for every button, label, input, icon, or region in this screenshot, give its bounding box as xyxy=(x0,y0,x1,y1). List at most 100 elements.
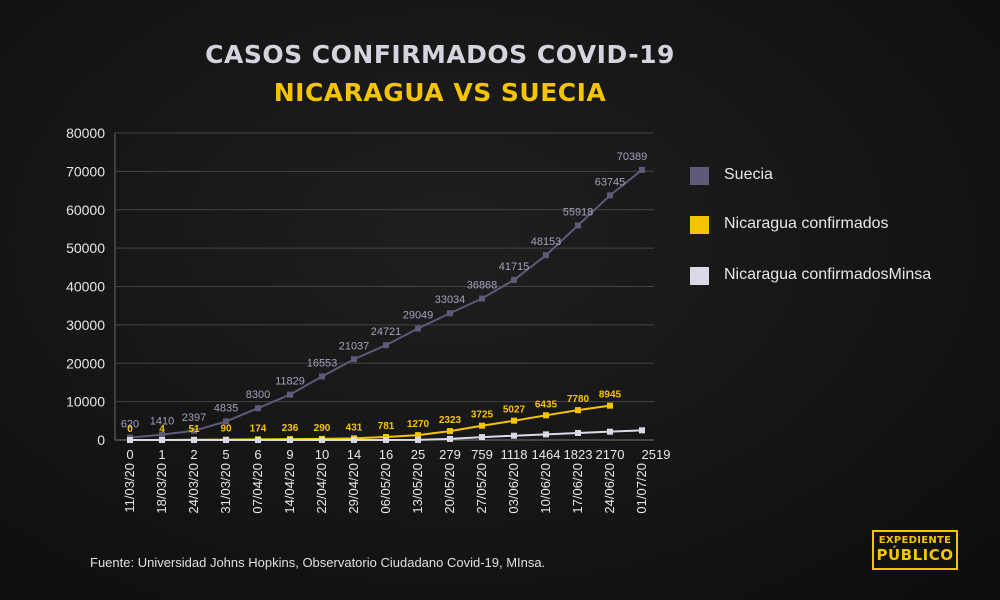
data-point xyxy=(127,437,133,443)
data-point xyxy=(639,166,645,173)
data-label: 21037 xyxy=(339,340,370,352)
data-label: 279 xyxy=(439,447,461,462)
data-point xyxy=(575,430,581,437)
legend-swatch-nicaragua-minsa xyxy=(690,267,709,285)
legend-swatch-nicaragua-confirmados xyxy=(690,216,709,234)
y-tick-label: 70000 xyxy=(66,163,105,179)
data-point xyxy=(543,412,549,419)
data-point xyxy=(511,276,517,283)
data-label: 16 xyxy=(379,447,393,462)
data-label: 1270 xyxy=(407,419,430,430)
legend-label-suecia: Suecia xyxy=(724,166,773,183)
legend-item-nicaragua-confirmados: Nicaragua confirmados xyxy=(690,213,990,237)
data-point xyxy=(351,436,357,443)
data-point xyxy=(351,356,357,363)
data-label: 7780 xyxy=(567,394,590,405)
x-tick-label: 10/06/20 xyxy=(538,463,553,514)
data-label: 620 xyxy=(121,419,139,431)
x-tick-label: 24/06/20 xyxy=(602,463,617,514)
data-label: 10 xyxy=(315,447,329,462)
data-label: 1118 xyxy=(501,447,528,462)
x-tick-label: 17/06/20 xyxy=(570,463,585,514)
data-label: 4835 xyxy=(214,402,238,414)
data-label: 14 xyxy=(347,447,361,462)
data-point xyxy=(639,427,645,434)
data-label: 8945 xyxy=(599,390,622,401)
x-tick-label: 22/04/20 xyxy=(314,463,329,514)
data-point xyxy=(415,436,421,443)
data-point xyxy=(511,432,517,439)
data-point xyxy=(287,391,293,398)
y-tick-label: 20000 xyxy=(66,355,105,371)
data-point xyxy=(319,373,325,380)
data-point xyxy=(543,252,549,259)
data-point xyxy=(383,342,389,349)
data-label: 90 xyxy=(220,424,232,435)
y-tick-label: 40000 xyxy=(66,279,105,295)
data-point xyxy=(511,417,517,424)
data-label: 2519 xyxy=(642,447,671,462)
legend-item-suecia: Suecia xyxy=(690,164,990,188)
y-tick-label: 30000 xyxy=(66,317,105,333)
logo-line2: PÚBLICO xyxy=(876,546,954,564)
y-tick-label: 60000 xyxy=(66,202,105,218)
x-tick-label: 14/04/20 xyxy=(282,463,297,514)
data-label: 36868 xyxy=(467,280,498,292)
series-lines xyxy=(127,166,645,443)
data-label: 48153 xyxy=(531,236,562,248)
data-point xyxy=(607,402,613,409)
data-label: 1464 xyxy=(532,447,561,462)
data-point xyxy=(447,428,453,435)
data-point xyxy=(191,427,197,434)
x-tick-label: 20/05/20 xyxy=(442,463,457,514)
data-point xyxy=(287,436,293,443)
y-tick-label: 50000 xyxy=(66,240,105,256)
data-label: 70389 xyxy=(617,151,648,163)
data-point xyxy=(415,432,421,439)
data-label: 5 xyxy=(222,447,229,462)
data-label: 2170 xyxy=(596,447,625,462)
data-label: 236 xyxy=(282,423,299,434)
data-label: 290 xyxy=(314,423,331,434)
chart-title: CASOS CONFIRMADOS COVID-19 xyxy=(205,40,675,69)
data-point xyxy=(191,436,197,443)
data-point xyxy=(319,436,325,443)
data-label: 781 xyxy=(378,421,395,432)
data-label: 16553 xyxy=(307,357,338,369)
data-point xyxy=(447,435,453,442)
data-label: 0 xyxy=(127,424,133,435)
data-label: 29049 xyxy=(403,310,434,322)
source-note: Fuente: Universidad Johns Hopkins, Obser… xyxy=(90,555,546,570)
data-point xyxy=(223,418,229,425)
data-point xyxy=(159,431,165,438)
data-point xyxy=(255,405,261,412)
data-point xyxy=(479,295,485,302)
y-tick-label: 80000 xyxy=(66,125,105,141)
x-tick-label: 31/03/20 xyxy=(218,463,233,514)
data-label: 2323 xyxy=(439,415,462,426)
legend-label-nicaragua-minsa: Nicaragua confirmadosMinsa xyxy=(724,266,932,283)
data-label: 1 xyxy=(158,447,165,462)
data-label: 2397 xyxy=(182,412,206,424)
expediente-publico-logo: EXPEDIENTE PÚBLICO xyxy=(872,530,958,570)
data-label: 25 xyxy=(411,447,425,462)
data-point xyxy=(575,222,581,229)
legend-swatch-suecia xyxy=(690,167,709,185)
legend-item-nicaragua-minsa: Nicaragua confirmadosMinsa xyxy=(690,264,990,288)
y-axis-ticks: 0 10000 20000 30000 40000 50000 60000 70000 8000… xyxy=(66,125,105,448)
data-label: 5027 xyxy=(503,405,526,416)
data-point xyxy=(607,192,613,199)
data-labels: 620 1410 239748358300118291655321037247212… xyxy=(121,151,671,462)
x-tick-label: 18/03/20 xyxy=(154,463,169,514)
data-point xyxy=(447,310,453,317)
data-point xyxy=(575,407,581,414)
data-label: 8300 xyxy=(246,389,270,401)
data-point xyxy=(479,422,485,429)
data-label: 11829 xyxy=(275,376,305,388)
data-point xyxy=(543,431,549,438)
data-point xyxy=(415,325,421,332)
data-point xyxy=(479,434,485,441)
x-tick-label: 13/05/20 xyxy=(410,463,425,514)
data-point xyxy=(159,436,165,443)
